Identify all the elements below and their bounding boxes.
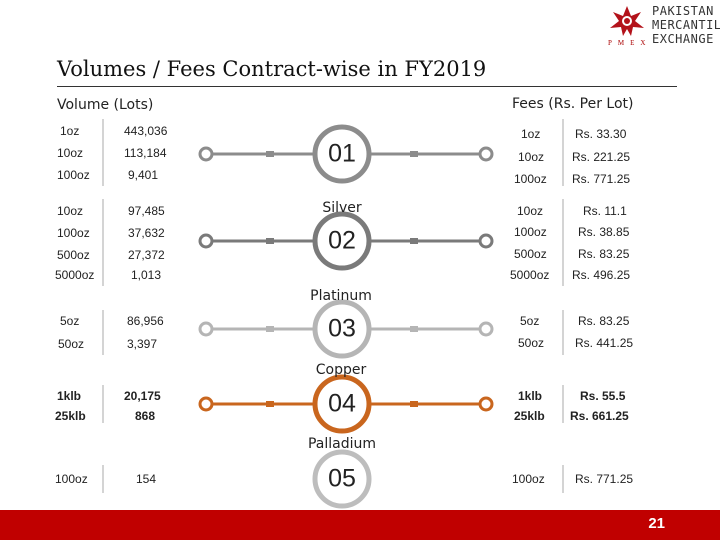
column-separators: [102, 119, 564, 493]
logo-line-1: PAKISTAN: [652, 4, 714, 18]
fee-size: 25klb: [514, 409, 545, 423]
fee-size: 100oz: [512, 472, 545, 486]
volume-lots: 868: [135, 409, 156, 423]
volume-lots: 37,632: [128, 226, 165, 240]
contract-connectors: [102, 119, 564, 509]
fee-value: Rs. 11.1: [583, 204, 627, 218]
volume-size: 10oz: [57, 146, 84, 160]
volume-lots: 3,397: [127, 337, 158, 351]
slide-title: Volumes / Fees Contract-wise in FY2019: [57, 57, 487, 81]
logo-emblem-icon: [610, 6, 644, 36]
group-01-connector: [198, 124, 494, 184]
group-02-number: 02: [328, 226, 356, 255]
fee-value: Rs. 771.25: [575, 472, 634, 486]
footer-bar: [0, 510, 720, 540]
group-01-number: 01: [328, 139, 356, 168]
group-04-number: 04: [328, 389, 356, 418]
fee-size: 100oz: [514, 225, 547, 239]
fee-size: 100oz: [514, 172, 547, 186]
palladium-label: Palladium: [307, 436, 377, 452]
fee-size: 1oz: [521, 127, 541, 141]
fee-value: Rs. 441.25: [575, 336, 634, 350]
volume-size: 50oz: [58, 337, 85, 351]
group-05-connector: [312, 449, 372, 509]
volume-size: 1klb: [57, 389, 82, 403]
volume-lots: 97,485: [128, 204, 165, 218]
volume-lots: 113,184: [124, 146, 167, 160]
fee-value: Rs. 661.25: [570, 409, 629, 423]
volume-lots: 9,401: [128, 168, 159, 182]
volume-size: 500oz: [57, 248, 90, 262]
volume-lots: 27,372: [128, 248, 165, 262]
volume-size: 5000oz: [55, 268, 95, 282]
title-divider: [57, 86, 677, 87]
fee-value: Rs. 83.25: [578, 314, 630, 328]
fee-value: Rs. 221.25: [572, 150, 631, 164]
volume-row: 1oz: [60, 124, 79, 138]
volume-header: Volume (Lots): [57, 97, 154, 113]
logo-line-3: EXCHANGE: [652, 32, 714, 46]
fee-value: Rs. 33.30: [575, 127, 627, 141]
fee-value: Rs. 55.5: [580, 389, 626, 403]
volume-lots: 20,175: [124, 389, 161, 403]
volume-lots: 154: [136, 472, 157, 486]
volume-size: 100oz: [57, 168, 90, 182]
fee-size: 500oz: [514, 247, 547, 261]
volume-size: 100oz: [57, 226, 90, 240]
fee-size: 10oz: [518, 150, 545, 164]
platinum-label: Platinum: [310, 288, 372, 304]
volume-size: 5oz: [60, 314, 80, 328]
group-04-connector: [198, 374, 494, 434]
group-03-connector: [198, 299, 494, 359]
silver-label: Silver: [322, 200, 362, 216]
group-05-number: 05: [328, 464, 356, 493]
volume-size: 25klb: [55, 409, 86, 423]
fee-value: Rs. 83.25: [578, 247, 630, 261]
group-03-number: 03: [328, 314, 356, 343]
logo-subtext: PMEX: [608, 39, 652, 47]
volume-size: 10oz: [57, 204, 84, 218]
volume-lots: 86,956: [127, 314, 164, 328]
volume-lots: 443,036: [124, 124, 168, 138]
fee-size: 5000oz: [510, 268, 550, 282]
group-02-connector: [198, 211, 494, 271]
fee-size: 1klb: [518, 389, 543, 403]
page-number: 21: [648, 515, 665, 532]
fee-value: Rs. 38.85: [578, 225, 630, 239]
fee-size: 5oz: [520, 314, 540, 328]
fee-value: Rs. 771.25: [572, 172, 631, 186]
fee-size: 50oz: [518, 336, 545, 350]
fee-value: Rs. 496.25: [572, 268, 631, 282]
fees-header: Fees (Rs. Per Lot): [512, 96, 634, 112]
copper-label: Copper: [315, 362, 367, 378]
volume-size: 100oz: [55, 472, 88, 486]
fee-size: 10oz: [517, 204, 544, 218]
volume-size: 1oz: [60, 124, 80, 138]
volume-lots: 1,013: [131, 268, 162, 282]
